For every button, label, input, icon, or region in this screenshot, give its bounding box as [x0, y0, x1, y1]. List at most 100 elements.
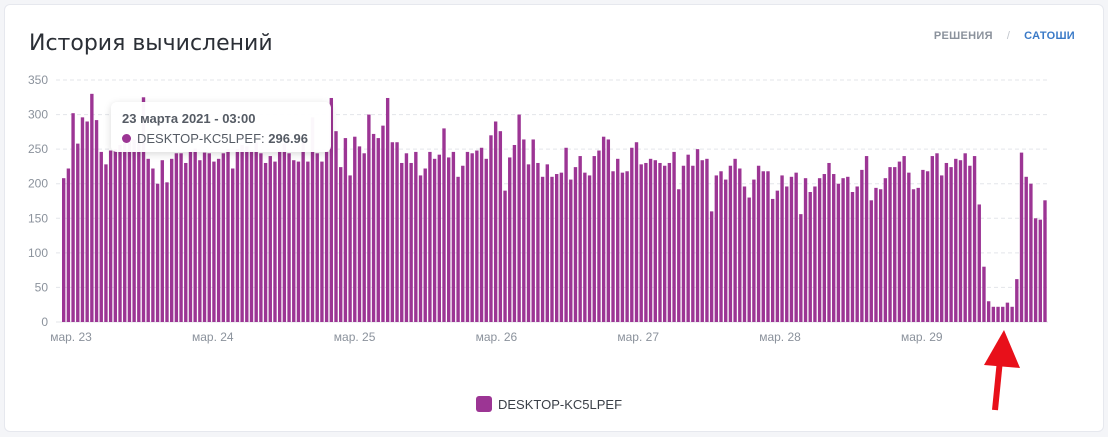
bar[interactable] — [893, 167, 897, 322]
bar[interactable] — [822, 174, 827, 322]
bar[interactable] — [62, 178, 66, 322]
bar[interactable] — [141, 97, 146, 322]
bar[interactable] — [184, 162, 188, 322]
bar[interactable] — [268, 156, 272, 322]
bar[interactable] — [1029, 183, 1033, 322]
bar[interactable] — [526, 164, 531, 322]
bar[interactable] — [559, 172, 564, 322]
bar[interactable] — [742, 186, 747, 322]
bar[interactable] — [390, 142, 395, 322]
bar[interactable] — [874, 187, 878, 322]
bar[interactable] — [423, 168, 427, 323]
bar[interactable] — [813, 186, 817, 322]
bar[interactable] — [709, 211, 714, 322]
bar[interactable] — [888, 167, 892, 322]
bar[interactable] — [719, 171, 723, 322]
bar[interactable] — [724, 179, 728, 322]
bar[interactable] — [705, 158, 709, 322]
bar[interactable] — [188, 151, 193, 322]
bar[interactable] — [451, 151, 456, 322]
bar[interactable] — [498, 131, 503, 322]
bar[interactable] — [151, 168, 155, 323]
bar[interactable] — [292, 160, 296, 322]
bar[interactable] — [573, 167, 578, 322]
bar[interactable] — [324, 151, 329, 322]
bar[interactable] — [958, 160, 963, 322]
bar[interactable] — [949, 167, 953, 322]
bar[interactable] — [301, 140, 305, 322]
bar[interactable] — [944, 162, 949, 322]
bar[interactable] — [1015, 279, 1019, 322]
bar[interactable] — [371, 133, 376, 322]
bar[interactable] — [376, 138, 380, 322]
bar[interactable] — [334, 131, 338, 322]
bar[interactable] — [658, 162, 662, 322]
bar[interactable] — [66, 168, 71, 323]
bar[interactable] — [733, 158, 737, 322]
bar[interactable] — [329, 97, 334, 322]
bar[interactable] — [198, 160, 202, 322]
bar[interactable] — [432, 158, 437, 322]
bar[interactable] — [583, 172, 587, 322]
bar[interactable] — [118, 144, 122, 322]
bar[interactable] — [1010, 306, 1014, 322]
bar[interactable] — [155, 183, 160, 322]
bar[interactable] — [902, 156, 906, 322]
bar[interactable] — [489, 135, 493, 322]
bar[interactable] — [484, 158, 488, 322]
bar[interactable] — [921, 169, 925, 322]
bar[interactable] — [442, 128, 446, 322]
bar[interactable] — [353, 136, 357, 322]
bar[interactable] — [381, 125, 385, 322]
bar[interactable] — [470, 153, 474, 322]
bar[interactable] — [479, 147, 484, 322]
bar[interactable] — [766, 171, 770, 322]
bar[interactable] — [864, 156, 869, 322]
bar[interactable] — [963, 153, 967, 322]
bar[interactable] — [756, 165, 761, 322]
bar[interactable] — [1019, 152, 1024, 322]
bar[interactable] — [1033, 218, 1038, 322]
bar[interactable] — [174, 153, 179, 322]
bar[interactable] — [146, 158, 150, 322]
bar[interactable] — [385, 97, 390, 322]
bar[interactable] — [202, 152, 207, 322]
bar[interactable] — [578, 156, 582, 322]
bar[interactable] — [216, 158, 221, 322]
bar[interactable] — [447, 157, 451, 322]
bar[interactable] — [817, 178, 822, 322]
bar[interactable] — [700, 160, 704, 322]
bar[interactable] — [259, 153, 263, 322]
bar[interactable] — [935, 153, 939, 322]
bar[interactable] — [165, 182, 169, 322]
bar[interactable] — [85, 121, 89, 323]
bar[interactable] — [644, 162, 648, 322]
bar[interactable] — [249, 150, 254, 322]
bar[interactable] — [691, 165, 695, 322]
bar[interactable] — [545, 164, 549, 322]
bar[interactable] — [343, 138, 348, 322]
bar[interactable] — [940, 175, 944, 322]
bar[interactable] — [90, 93, 94, 322]
bar[interactable] — [808, 192, 812, 322]
bar[interactable] — [620, 172, 625, 322]
bar[interactable] — [428, 151, 432, 322]
bar[interactable] — [367, 114, 371, 322]
bar[interactable] — [512, 144, 517, 322]
bar[interactable] — [461, 165, 465, 322]
bar[interactable] — [972, 156, 977, 322]
bar[interactable] — [306, 161, 310, 322]
bar[interactable] — [897, 161, 902, 322]
bar[interactable] — [789, 176, 794, 322]
bar[interactable] — [94, 120, 99, 322]
bar[interactable] — [207, 153, 211, 322]
bar[interactable] — [226, 149, 230, 322]
bar[interactable] — [193, 148, 197, 322]
bar[interactable] — [113, 149, 118, 322]
bar[interactable] — [1043, 200, 1047, 322]
bar[interactable] — [310, 117, 315, 322]
bar[interactable] — [639, 164, 643, 322]
bar[interactable] — [212, 161, 216, 322]
bar[interactable] — [503, 190, 507, 322]
bar[interactable] — [991, 306, 996, 322]
